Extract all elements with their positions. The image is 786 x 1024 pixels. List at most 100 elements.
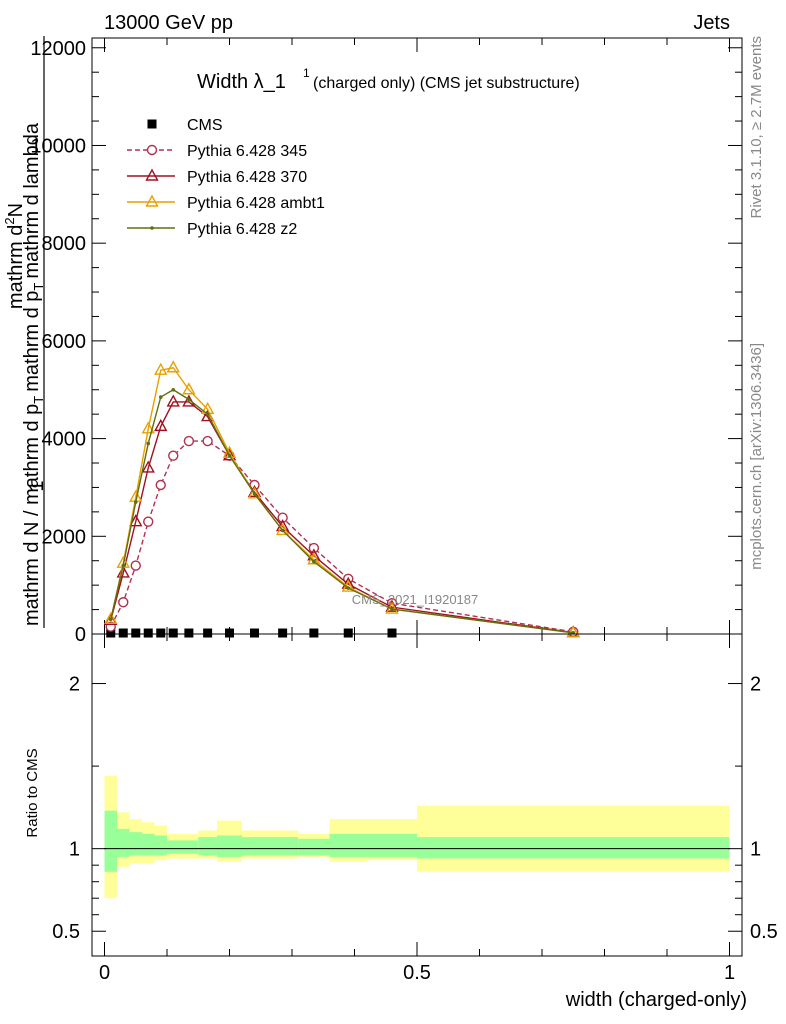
mcplots-label: mcplots.cern.ch [arXiv:1306.3436] bbox=[748, 343, 765, 570]
legend-entry: CMS bbox=[147, 117, 223, 134]
data-point bbox=[158, 395, 163, 399]
data-point bbox=[141, 460, 155, 473]
data-point bbox=[166, 394, 180, 407]
ratio-inner-band bbox=[129, 832, 142, 856]
series-line bbox=[110, 388, 574, 634]
data-point bbox=[145, 194, 159, 207]
data-point bbox=[390, 607, 394, 611]
data-point bbox=[309, 628, 319, 638]
ratio-inner-band bbox=[417, 837, 730, 859]
ratio-y-tick-label: 1 bbox=[69, 839, 80, 861]
legend-label: Pythia 6.428 345 bbox=[187, 143, 307, 160]
data-point bbox=[154, 362, 168, 375]
data-point bbox=[346, 586, 351, 590]
ratio-inner-band bbox=[117, 828, 130, 857]
x-tick-label: 0 bbox=[99, 962, 110, 984]
series-line bbox=[110, 366, 574, 634]
series-3 bbox=[104, 360, 580, 638]
data-point bbox=[104, 611, 118, 625]
data-point bbox=[387, 628, 397, 638]
data-point bbox=[150, 226, 154, 230]
series-1 bbox=[105, 435, 579, 638]
data-point bbox=[312, 559, 316, 564]
data-point bbox=[118, 628, 128, 638]
data-point bbox=[146, 144, 158, 156]
legend-label: Pythia 6.428 370 bbox=[187, 169, 307, 186]
data-point bbox=[133, 500, 138, 504]
data-point bbox=[277, 512, 288, 523]
x-axis-label: width (charged-only) bbox=[565, 989, 747, 1011]
data-point bbox=[275, 522, 290, 536]
data-point bbox=[183, 435, 195, 447]
x-tick-label: 0.5 bbox=[403, 962, 431, 984]
plot-title-sup: 1 bbox=[303, 66, 310, 80]
data-point bbox=[222, 448, 237, 461]
ratio-inner-band bbox=[267, 837, 299, 856]
ratio-inner-band bbox=[298, 838, 330, 856]
data-point bbox=[227, 453, 232, 458]
category-label: Jets bbox=[693, 12, 730, 34]
data-point bbox=[252, 491, 257, 496]
legend-entry: Pythia 6.428 345 bbox=[127, 143, 307, 160]
series-0 bbox=[106, 628, 397, 638]
ratio-inner-band bbox=[179, 840, 199, 854]
data-point bbox=[225, 628, 234, 638]
data-point bbox=[184, 628, 194, 638]
data-point bbox=[187, 397, 191, 402]
data-point bbox=[168, 628, 178, 638]
data-point bbox=[129, 514, 143, 527]
data-point bbox=[168, 450, 179, 461]
data-point bbox=[385, 599, 399, 612]
data-point bbox=[250, 628, 259, 638]
y-tick-label: 8000 bbox=[42, 233, 87, 255]
data-point bbox=[146, 441, 151, 446]
data-point bbox=[278, 628, 288, 638]
y-tick-label: 12000 bbox=[30, 38, 86, 60]
legend-label: Pythia 6.428 ambt1 bbox=[187, 195, 325, 212]
ratio-y-tick-label-right: 1 bbox=[750, 839, 761, 861]
data-point bbox=[106, 628, 116, 638]
ratio-y-tick-label: 2 bbox=[69, 674, 80, 696]
ratio-inner-band bbox=[154, 835, 167, 856]
legend-label: Pythia 6.428 z2 bbox=[187, 221, 297, 238]
data-point bbox=[147, 119, 157, 129]
data-point bbox=[118, 597, 129, 608]
plot-title: Width λ_1 1 (charged only) (CMS jet subs… bbox=[197, 66, 580, 93]
data-point bbox=[143, 516, 154, 527]
data-point bbox=[166, 360, 180, 373]
series-4 bbox=[108, 387, 576, 635]
data-point bbox=[247, 484, 262, 498]
ratio-inner-band bbox=[142, 833, 155, 856]
ratio-inner-band bbox=[242, 837, 267, 856]
data-point bbox=[203, 628, 213, 638]
ratio-y-tick-label-right: 0.5 bbox=[750, 921, 778, 943]
data-point bbox=[155, 479, 166, 491]
legend-entry: Pythia 6.428 ambt1 bbox=[127, 194, 325, 212]
energy-label: 13000 GeV pp bbox=[104, 12, 233, 34]
ratio-y-tick-label-right: 2 bbox=[750, 674, 761, 696]
y-tick-label: 0 bbox=[75, 624, 86, 646]
data-point bbox=[154, 418, 168, 432]
data-point bbox=[143, 628, 153, 638]
y-label-numerator: 1 bbox=[26, 480, 48, 491]
data-point bbox=[182, 382, 196, 395]
data-point bbox=[280, 528, 285, 533]
ratio-plot-panel: 0.5 0.5 1 1 2 2 0 0.5 1 bbox=[52, 633, 778, 984]
legend-label: CMS bbox=[187, 117, 223, 134]
y-tick-label: 2000 bbox=[42, 526, 87, 548]
data-point bbox=[156, 628, 166, 638]
y-label-denominator: mathrm d N / mathrm d pTmathrm d pTmathr… bbox=[21, 122, 46, 626]
ratio-y-tick-label: 0.5 bbox=[52, 921, 80, 943]
ratio-inner-band bbox=[104, 810, 117, 872]
data-point bbox=[116, 565, 130, 578]
y-tick-label: 6000 bbox=[42, 331, 87, 353]
plot-title-rest: (charged only) (CMS jet substructure) bbox=[313, 75, 580, 92]
legend-entry: Pythia 6.428 z2 bbox=[127, 221, 297, 238]
data-point bbox=[171, 387, 176, 392]
ratio-plot-frame bbox=[91, 633, 743, 957]
legend-entry: Pythia 6.428 370 bbox=[127, 168, 307, 186]
data-point bbox=[130, 560, 141, 571]
x-tick-label: 1 bbox=[724, 962, 735, 984]
